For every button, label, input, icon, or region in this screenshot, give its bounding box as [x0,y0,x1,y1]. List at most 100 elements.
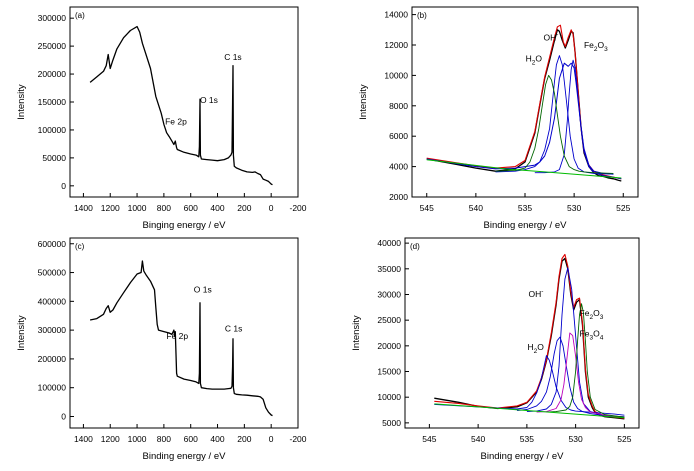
y-tick-label: 150000 [38,97,67,107]
x-axis-label: Binding energy / eV [143,451,227,462]
y-tick-label: 600000 [38,239,67,249]
y-tick-label: 100000 [38,383,67,393]
series-line [434,253,625,419]
series-line [495,74,614,174]
y-tick-label: 35000 [377,264,401,274]
y-tick-label: 250000 [38,41,67,51]
y-axis-label: Intensity [358,84,369,120]
x-tick-label: 400 [210,434,224,444]
peak-annotation: Fe 2p [165,116,187,126]
y-tick-label: 2000 [389,192,408,202]
y-tick-label: 5000 [382,418,401,428]
y-tick-label: 50000 [42,153,66,163]
series-line [534,59,614,175]
series-line [89,25,273,186]
peak-annotation: C 1s [224,52,241,62]
peak-annotation: Fe2O3 [580,308,604,321]
peak-annotation: C 1s [225,324,242,334]
series-line [426,29,622,182]
y-tick-label: 12000 [384,40,408,50]
series-line [546,303,625,418]
x-tick-label: 600 [184,203,198,213]
x-tick-label: 530 [567,203,581,213]
x-tick-label: 530 [569,434,583,444]
x-tick-label: 1200 [101,203,120,213]
y-tick-label: 200000 [38,69,67,79]
x-tick-label: 525 [617,434,631,444]
peak-annotation: Fe2O3 [584,40,608,53]
y-tick-label: 30000 [377,289,401,299]
x-tick-label: 545 [420,203,434,213]
x-tick-label: 1400 [74,434,93,444]
x-tick-label: 525 [616,203,630,213]
y-tick-label: 300000 [38,13,67,23]
x-tick-label: 600 [184,434,198,444]
panel-a-frame [69,6,299,198]
panel-b: 545 540 535 530 525 2000 4000 6000 8000 10000 1200… [358,6,639,231]
y-tick-label: 500000 [38,268,67,278]
series-line [434,257,625,420]
series-line [434,403,625,419]
peak-annotation: O 1s [200,95,218,105]
peak-annotation: Fe 2p [166,331,188,341]
x-tick-label: -200 [289,203,306,213]
panel-d: 545 540 535 530 525 5000 10000 15000 20000 25000 3… [351,237,640,462]
peak-annotation: Fe3O4 [580,329,604,342]
series-line [536,332,625,418]
y-tick-label: 40000 [377,238,401,248]
y-tick-label: 14000 [384,10,408,20]
y-axis-label: Intensity [351,315,362,351]
y-axis-label: Intensity [16,315,27,351]
y-tick-label: 25000 [377,315,401,325]
x-tick-label: -200 [289,434,306,444]
x-tick-label: 540 [471,434,485,444]
series-line [517,336,625,418]
x-tick-label: 200 [237,434,251,444]
x-tick-label: 200 [237,203,251,213]
panel-label: (d) [410,242,420,251]
x-tick-label: 540 [469,203,483,213]
x-tick-label: 535 [518,203,532,213]
panel-a: 1400 1200 1000 800 600 400 200 0 -200 0 50000 10000… [16,6,307,231]
peak-annotation: O 1s [194,285,212,295]
y-tick-label: 6000 [389,131,408,141]
x-axis-label: Binding energy / eV [484,220,568,231]
x-tick-label: 0 [269,434,274,444]
series-line [434,355,625,416]
y-tick-label: 20000 [377,341,401,351]
panel-c-frame [69,237,299,429]
peak-annotation: OH- [529,288,544,299]
y-tick-label: 4000 [389,162,408,172]
series-line [526,267,625,418]
y-tick-label: 15000 [377,367,401,377]
series-line [89,260,273,417]
y-tick-label: 100000 [38,125,67,135]
y-tick-label: 8000 [389,101,408,111]
x-tick-label: 1200 [101,434,120,444]
x-tick-label: 800 [157,434,171,444]
peak-annotation: H2O [527,342,544,355]
y-tick-label: 300000 [38,325,67,335]
x-tick-label: 545 [422,434,436,444]
y-tick-label: 200000 [38,354,67,364]
x-tick-label: 1000 [128,203,147,213]
y-tick-label: 10000 [377,392,401,402]
x-tick-label: 1000 [128,434,147,444]
x-tick-label: 400 [210,203,224,213]
y-tick-label: 10000 [384,70,408,80]
panel-d-frame [404,237,640,429]
peak-annotation: H2O [526,54,543,67]
panel-label: (c) [75,242,85,251]
x-tick-label: 1400 [74,203,93,213]
y-axis-label: Intensity [16,84,27,120]
y-tick-label: 0 [61,181,66,191]
x-tick-label: 800 [157,203,171,213]
series-line [426,159,622,179]
panel-label: (b) [417,11,427,20]
x-tick-label: 0 [269,203,274,213]
series-line [426,62,622,180]
x-axis-label: Binging energy / eV [143,220,227,231]
y-tick-label: 0 [61,411,66,421]
x-axis-label: Binding energy / eV [481,451,565,462]
